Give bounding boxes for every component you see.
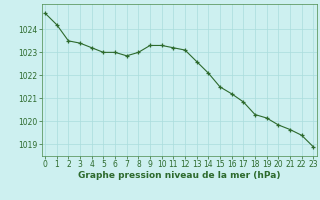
X-axis label: Graphe pression niveau de la mer (hPa): Graphe pression niveau de la mer (hPa) [78,171,280,180]
